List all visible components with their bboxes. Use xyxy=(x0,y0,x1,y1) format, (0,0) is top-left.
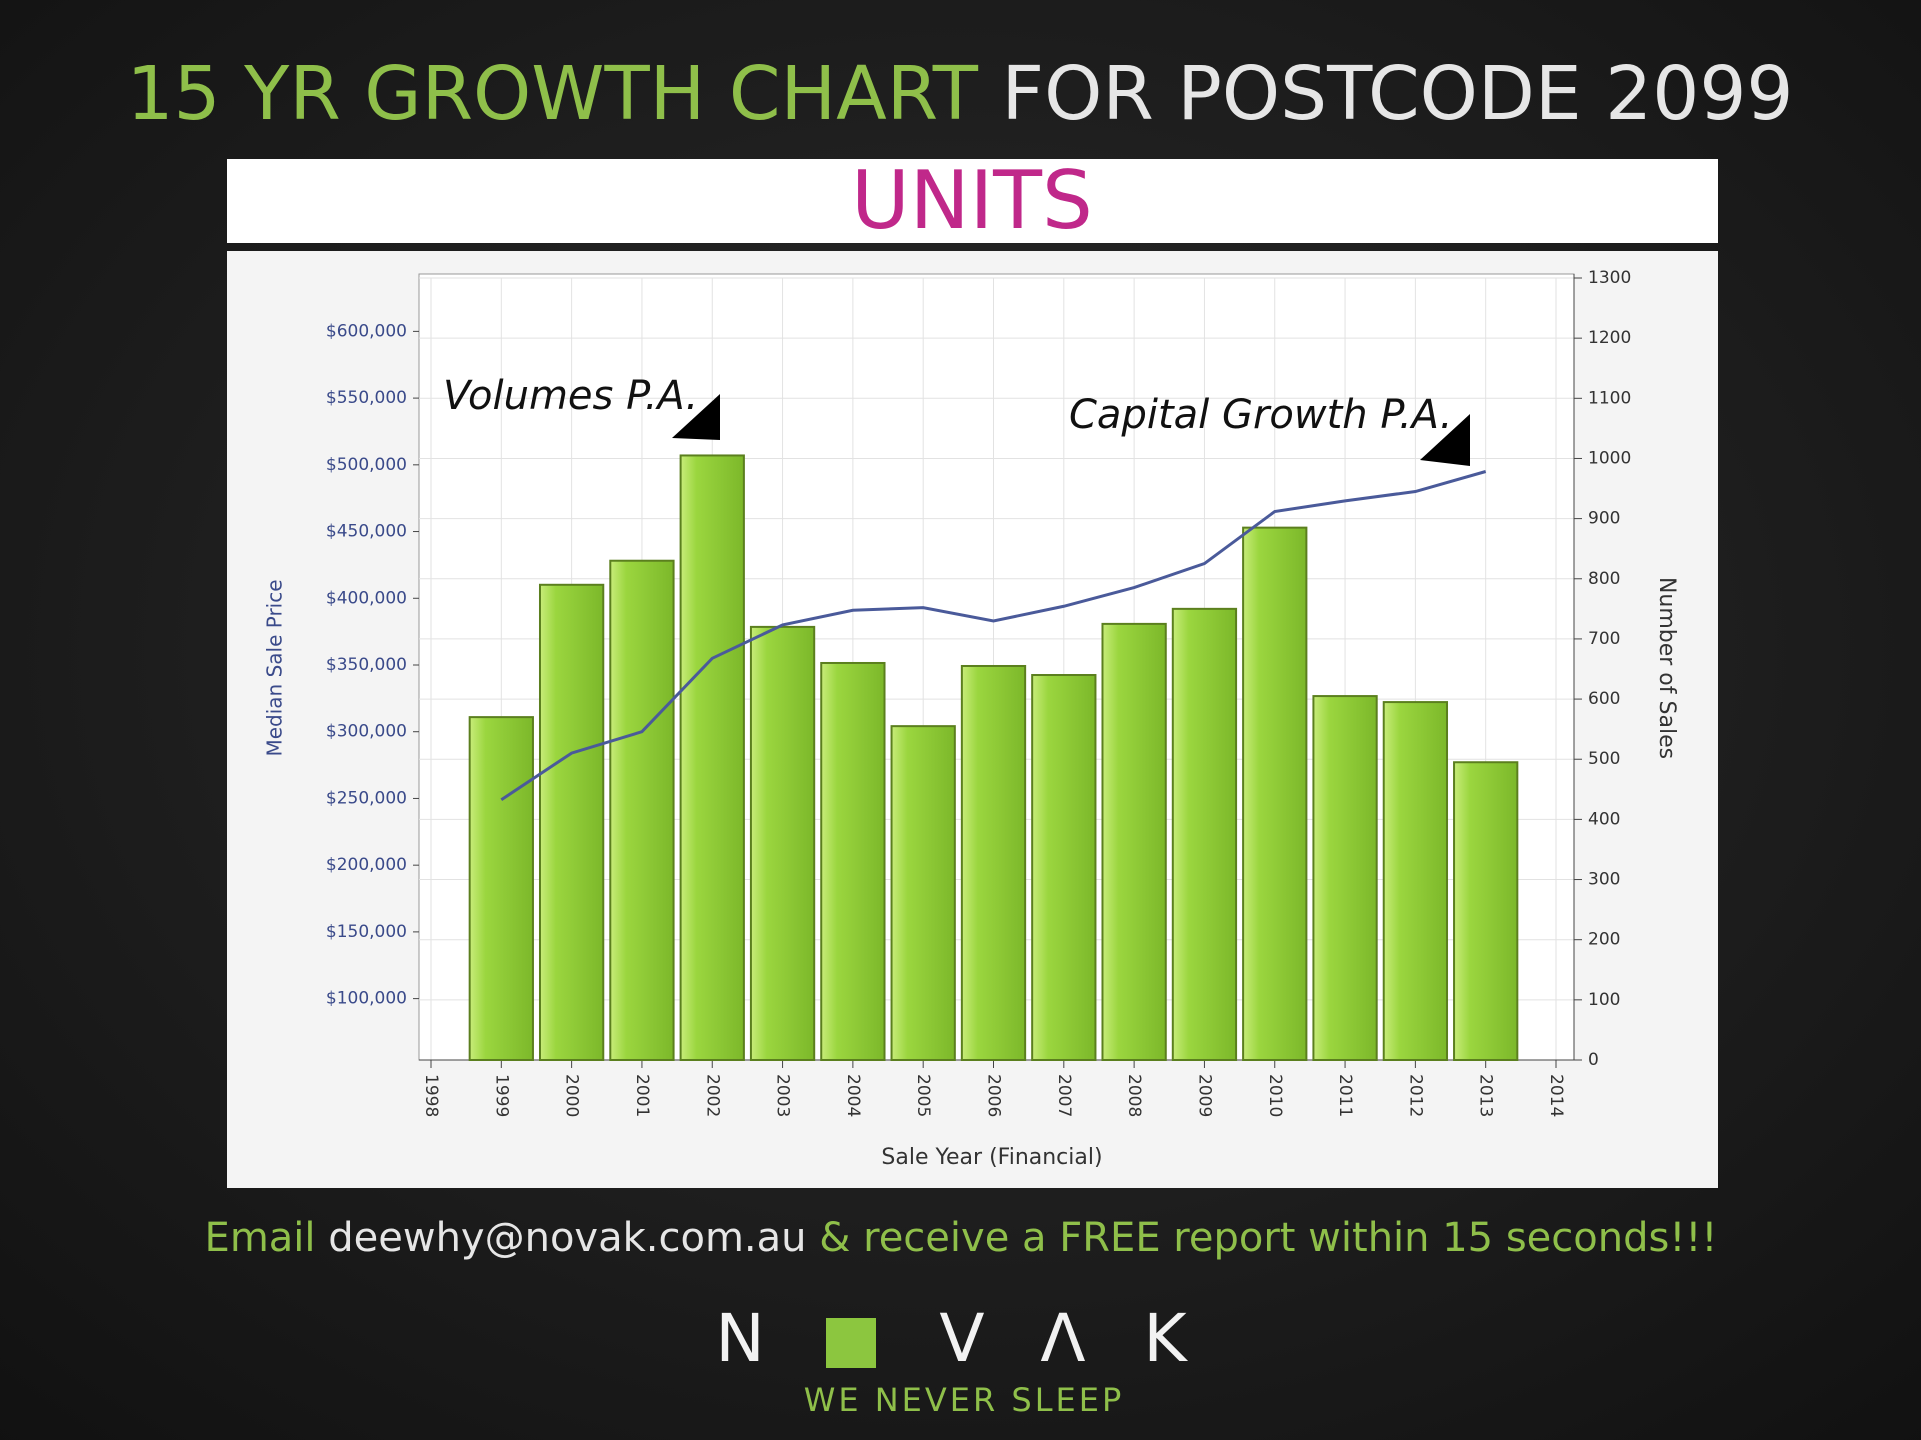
y2-tick-label: 500 xyxy=(1588,749,1620,769)
x-tick-label: 2008 xyxy=(1124,1074,1144,1117)
y2-tick-label: 600 xyxy=(1588,689,1620,709)
bar xyxy=(468,716,534,1061)
footer-text: & receive a FREE report within 15 second… xyxy=(819,1215,1717,1261)
y2-tick-label: 1100 xyxy=(1588,388,1631,408)
title-green: 15 YR GROWTH CHART xyxy=(126,51,978,137)
x-tick-label: 2004 xyxy=(843,1074,863,1117)
y-tick-label: $450,000 xyxy=(326,522,407,542)
bar xyxy=(960,664,1027,1061)
annotation-arrow xyxy=(672,394,720,440)
y-tick-label: $150,000 xyxy=(326,922,407,942)
bar xyxy=(749,625,816,1062)
annotation: Volumes P.A. xyxy=(443,373,698,419)
y2-tick-label: 1000 xyxy=(1588,448,1631,468)
bar xyxy=(538,583,605,1061)
y-tick-label: $100,000 xyxy=(326,989,407,1009)
logo-letter: K xyxy=(1143,1300,1188,1377)
title-white: FOR POSTCODE 2099 xyxy=(1002,51,1794,137)
y2-tick-label: 700 xyxy=(1588,629,1620,649)
y2-tick-label: 1200 xyxy=(1588,328,1631,348)
footer-email: deewhy@novak.com.au xyxy=(328,1215,806,1261)
line xyxy=(500,470,1487,802)
slide-title: 15 YR GROWTH CHART FOR POSTCODE 2099 xyxy=(126,51,1793,137)
bar xyxy=(1382,701,1449,1061)
y2-tick-label: 200 xyxy=(1588,930,1620,950)
footer: Email deewhy@novak.com.au & receive a FR… xyxy=(205,1215,1718,1261)
x-tick-label: 2010 xyxy=(1265,1074,1285,1117)
x-axis-title: Sale Year (Financial) xyxy=(881,1145,1102,1170)
logo-square xyxy=(826,1318,876,1368)
y2-tick-label: 0 xyxy=(1588,1050,1599,1070)
x-tick-label: 2007 xyxy=(1054,1074,1074,1117)
footer-text: Email xyxy=(205,1215,316,1261)
x-tick-label: 2005 xyxy=(913,1074,933,1117)
x-tick-label: 2001 xyxy=(632,1074,652,1117)
y-axis-title: Median Sale Price xyxy=(263,579,287,756)
logo: N V Λ K xyxy=(715,1300,1188,1377)
y-tick-label: $600,000 xyxy=(326,321,407,341)
y2-tick-label: 400 xyxy=(1588,809,1620,829)
x-tick-label: 2003 xyxy=(773,1074,793,1117)
chart: 1998 1999 2000 2001 2002 2003 2004 2005 2006 2007… xyxy=(263,268,1680,1170)
bar xyxy=(890,725,956,1062)
bar xyxy=(820,661,886,1061)
x-tick-label: 2011 xyxy=(1335,1074,1355,1117)
y-tick-label: $350,000 xyxy=(326,655,407,675)
y-tick-label: $200,000 xyxy=(326,855,407,875)
bar xyxy=(1101,622,1167,1062)
logo-letter: Λ xyxy=(1040,1300,1085,1377)
x-tick-label: 2013 xyxy=(1476,1074,1496,1117)
bar xyxy=(1242,526,1308,1061)
y2-tick-label: 300 xyxy=(1588,870,1620,890)
x-tick-label: 2012 xyxy=(1405,1074,1425,1117)
y2-tick-label: 1300 xyxy=(1588,268,1631,288)
banner xyxy=(227,159,1718,243)
logo-letter: N xyxy=(715,1300,764,1377)
bar xyxy=(1453,761,1519,1061)
y2-axis-title: Number of Sales xyxy=(1654,577,1679,759)
y-tick-label: $500,000 xyxy=(326,455,407,475)
bar xyxy=(1031,674,1097,1061)
x-tick-label: 2014 xyxy=(1546,1074,1566,1117)
bar xyxy=(1171,607,1238,1061)
bar xyxy=(1312,695,1378,1061)
y2-tick-label: 900 xyxy=(1588,509,1620,529)
y-tick-label: $550,000 xyxy=(326,388,407,408)
x-tick-label: 2002 xyxy=(702,1074,722,1117)
logo-letter: V xyxy=(939,1300,984,1377)
x-tick-label: 1998 xyxy=(421,1074,441,1117)
banner-text: UNITS xyxy=(851,154,1093,247)
bar xyxy=(609,559,675,1061)
x-tick-label: 2000 xyxy=(562,1074,582,1117)
y2-tick-label: 800 xyxy=(1588,569,1620,589)
x-tick-label: 2009 xyxy=(1194,1074,1214,1117)
x-tick-label: 2006 xyxy=(984,1074,1004,1117)
x-tick-label: 1999 xyxy=(491,1074,511,1117)
annotation-arrow xyxy=(1420,414,1470,466)
y-tick-label: $250,000 xyxy=(326,788,407,808)
annotation: Capital Growth P.A. xyxy=(1069,392,1453,438)
y2-tick-label: 100 xyxy=(1588,990,1620,1010)
tagline: WE NEVER SLEEP xyxy=(804,1381,1125,1419)
y-tick-label: $400,000 xyxy=(326,588,407,608)
y-tick-label: $300,000 xyxy=(326,722,407,742)
bar xyxy=(679,454,745,1061)
